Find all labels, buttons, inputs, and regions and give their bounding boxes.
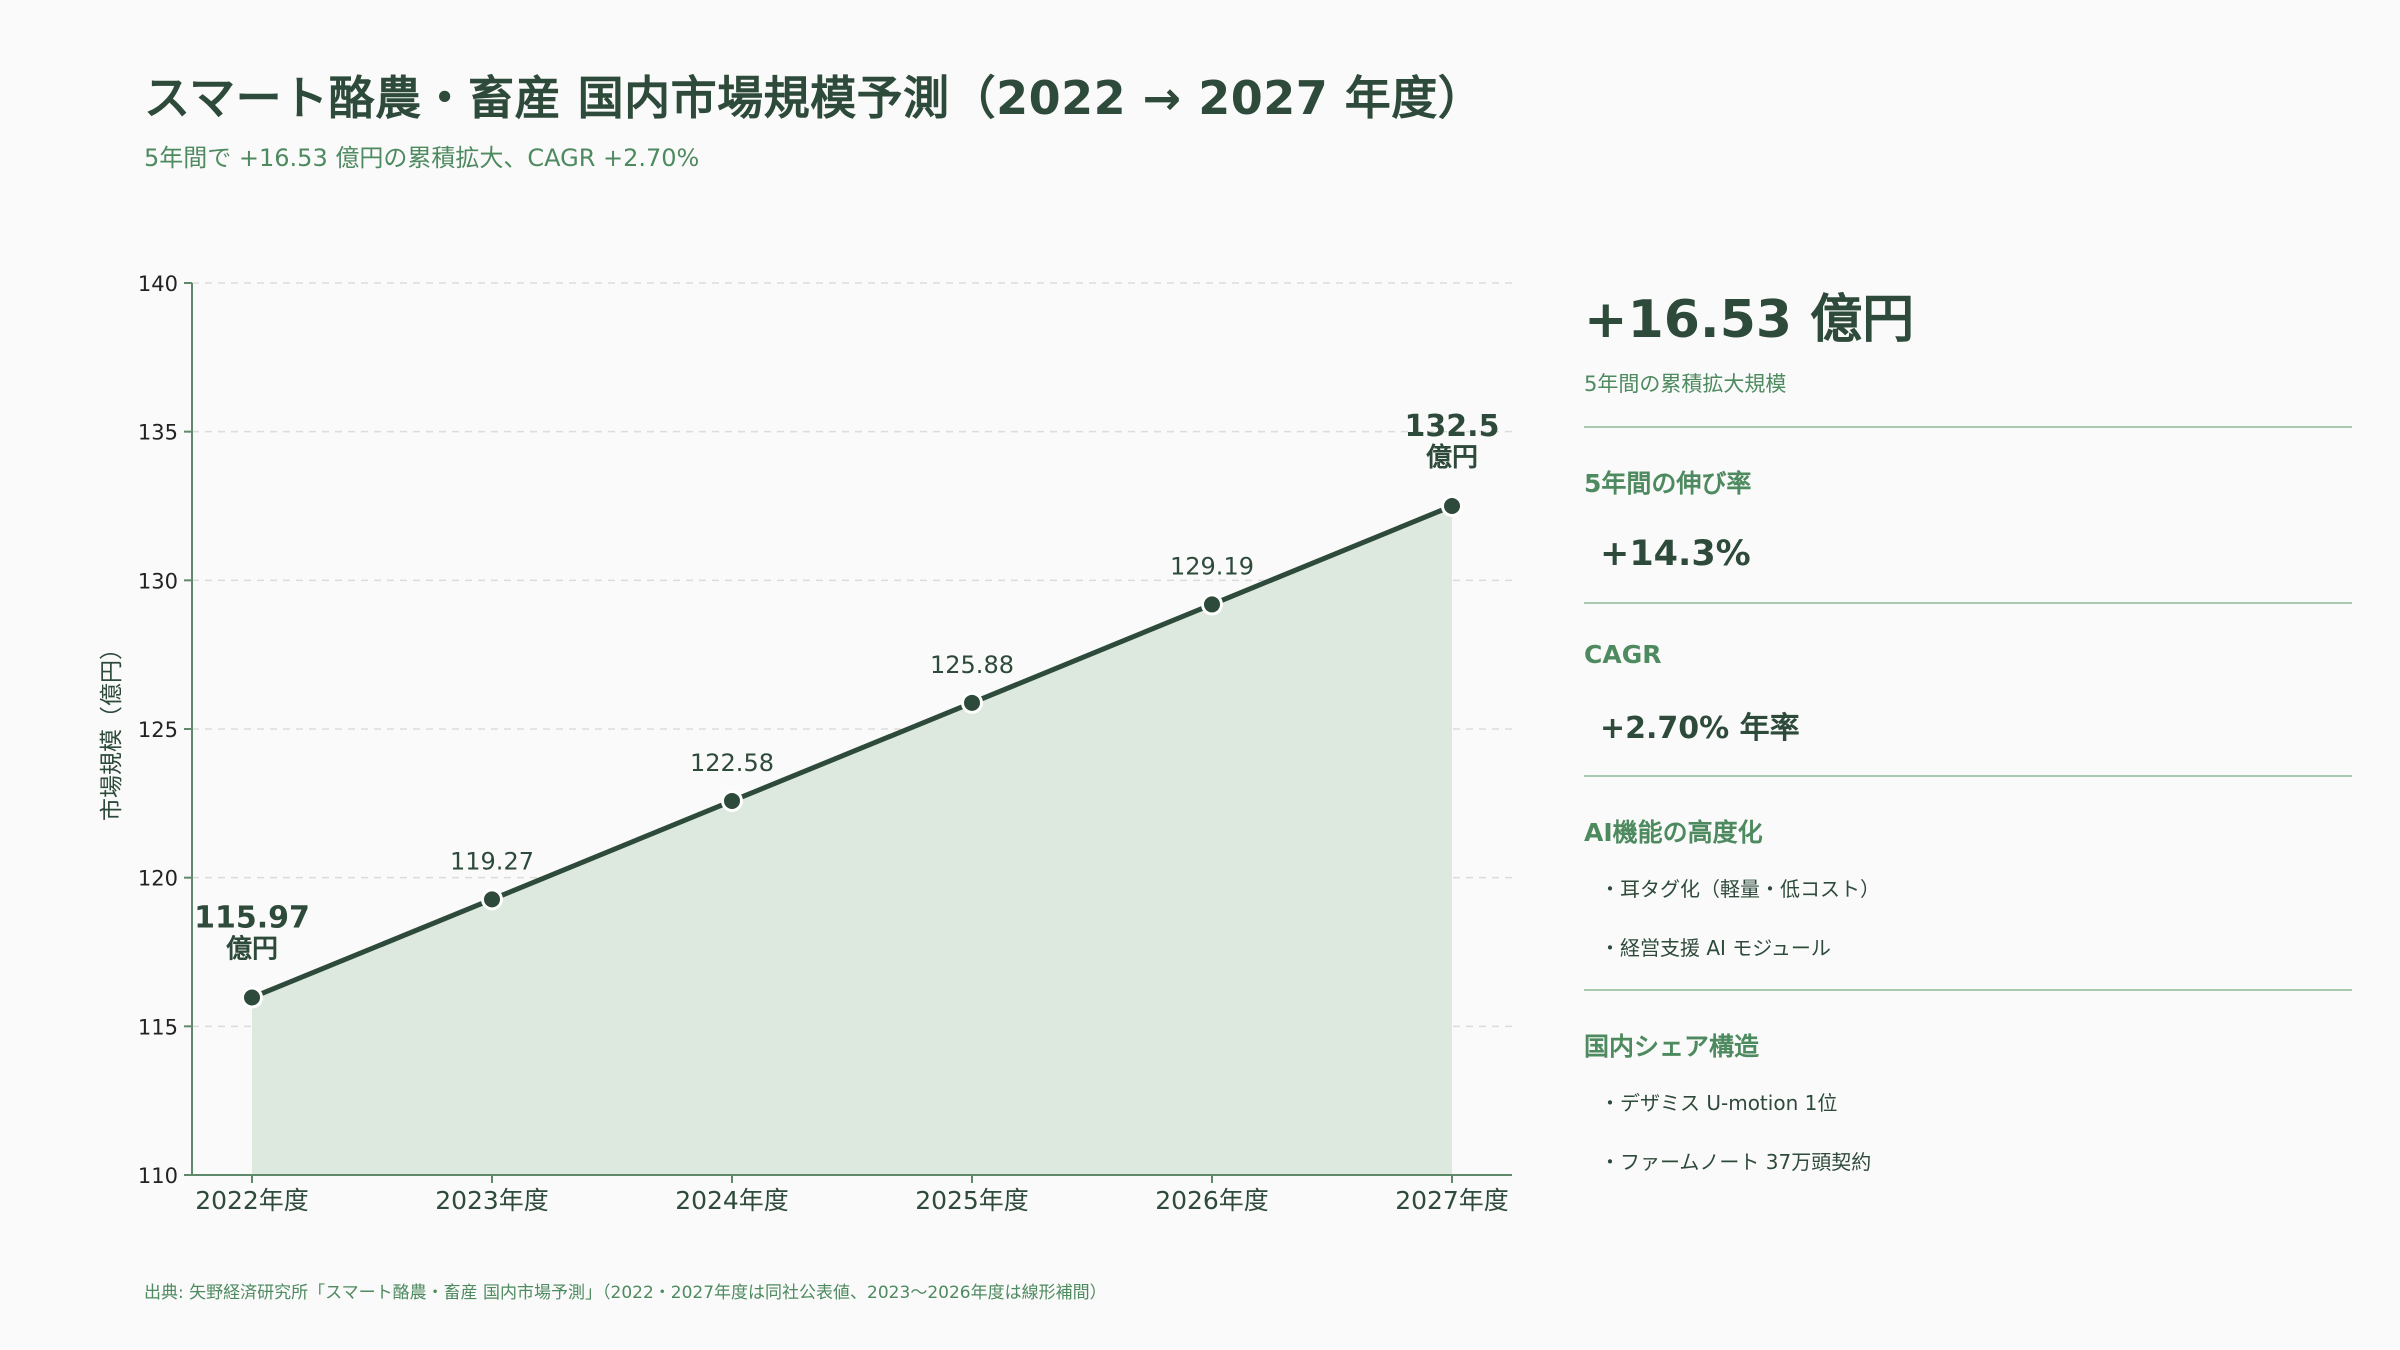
x-tick-label: 2023年度	[435, 1186, 549, 1215]
y-tick-label: 110	[138, 1164, 178, 1188]
divider	[1584, 426, 2352, 428]
y-tick-label: 130	[138, 569, 178, 593]
total-growth-value: +16.53 億円	[1584, 290, 1915, 350]
market-size-chart: 110 115 120 125 130 135 140 2022年度 2023年度 2024年度 2…	[99, 272, 1512, 1215]
ai-bullet-item: ・耳タグ化（軽量・低コスト）	[1600, 877, 1880, 901]
page-title: スマート酪農・畜産 国内市場規模予測（2022 → 2027 年度）	[144, 71, 1485, 125]
data-point	[1201, 593, 1223, 616]
data-label: 119.27	[450, 847, 534, 875]
share-section-title: 国内シェア構造	[1584, 1032, 1760, 1061]
data-label: 125.88	[930, 651, 1014, 679]
divider	[1584, 602, 2352, 604]
data-point	[721, 789, 743, 812]
summary-panel: +16.53 億円 5年間の累積拡大規模 5年間の伸び率 +14.3% CAGR…	[1584, 286, 2352, 1175]
total-growth-label: 5年間の累積拡大規模	[1584, 372, 1787, 396]
source-note: 出典: 矢野経済研究所「スマート酪農・畜産 国内市場予測」（2022・2027年…	[144, 1283, 1107, 1303]
data-label: 115.97	[194, 900, 310, 935]
data-label: 132.5	[1405, 409, 1500, 444]
data-point	[1441, 495, 1463, 517]
page-subtitle: 5年間で +16.53 億円の累積拡大、CAGR +2.70%	[144, 144, 700, 172]
data-point	[481, 888, 503, 911]
y-tick-label: 115	[138, 1015, 178, 1039]
x-tick-label: 2027年度	[1395, 1186, 1509, 1215]
data-label-unit: 億円	[1426, 443, 1478, 473]
x-tick-label: 2024年度	[675, 1186, 789, 1215]
x-tick-label: 2026年度	[1155, 1186, 1269, 1215]
data-label: 122.58	[690, 749, 774, 777]
share-bullet-item: ・デザミス U-motion 1位	[1600, 1091, 1838, 1115]
y-tick-label: 120	[138, 867, 178, 891]
ai-bullet-item: ・経営支援 AI モジュール	[1600, 936, 1831, 960]
share-bullet-item: ・ファームノート 37万頭契約	[1600, 1150, 1872, 1174]
data-label-unit: 億円	[226, 934, 278, 964]
series-line	[251, 503, 1453, 1000]
x-tick-label: 2025年度	[915, 1186, 1029, 1215]
data-point	[961, 691, 983, 714]
cagr-title: CAGR	[1584, 640, 1662, 669]
y-tick-label: 140	[138, 272, 178, 296]
growth-rate-title: 5年間の伸び率	[1584, 469, 1752, 498]
data-label: 129.19	[1170, 552, 1254, 580]
y-tick-label: 135	[138, 421, 178, 445]
growth-rate-value: +14.3%	[1600, 534, 1751, 574]
divider	[1584, 775, 2352, 777]
y-tick-label: 125	[138, 718, 178, 742]
cagr-value: +2.70% 年率	[1600, 711, 1800, 746]
x-tick-label: 2022年度	[195, 1186, 309, 1215]
ai-section-title: AI機能の高度化	[1584, 818, 1763, 847]
data-point	[241, 986, 263, 1009]
y-axis-title: 市場規模（億円）	[99, 637, 125, 821]
divider	[1584, 989, 2352, 991]
area-fill	[252, 506, 1452, 1175]
